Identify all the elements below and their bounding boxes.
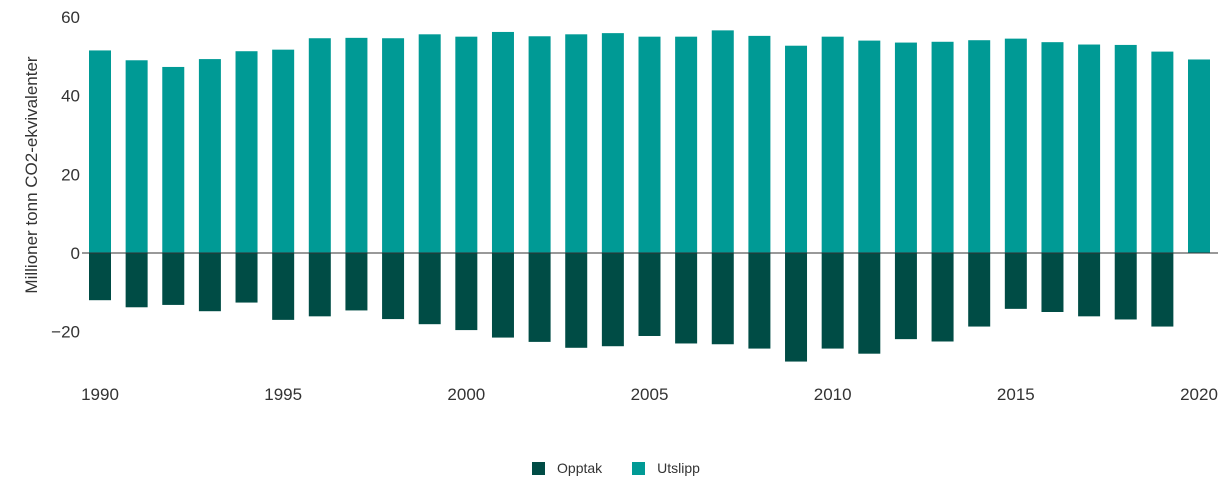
bar-utslipp-1998 xyxy=(382,38,405,253)
x-tick-label: 1995 xyxy=(264,385,302,404)
legend-item-utslipp[interactable]: Utslipp xyxy=(632,460,700,476)
bar-opptak-2009 xyxy=(785,253,808,362)
bar-utslipp-1994 xyxy=(235,51,258,253)
bar-opptak-2001 xyxy=(491,253,514,338)
bar-opptak-1998 xyxy=(382,253,405,320)
bar-utslipp-1990 xyxy=(89,50,111,254)
bar-utslipp-2010 xyxy=(821,36,844,253)
bar-opptak-2002 xyxy=(528,253,551,342)
bar-opptak-1997 xyxy=(345,253,368,311)
y-tick-label: 20 xyxy=(61,165,80,184)
bar-utslipp-1999 xyxy=(418,34,441,254)
legend-label-utslipp: Utslipp xyxy=(657,460,700,476)
bar-opptak-2007 xyxy=(711,253,734,345)
bar-opptak-2013 xyxy=(931,253,954,342)
bar-opptak-2019 xyxy=(1151,253,1174,327)
bar-opptak-2011 xyxy=(858,253,881,354)
bar-opptak-1991 xyxy=(125,253,148,308)
bar-opptak-1995 xyxy=(272,253,295,320)
bar-utslipp-2019 xyxy=(1151,51,1174,253)
legend-item-opptak[interactable]: Opptak xyxy=(532,460,602,476)
bar-utslipp-2002 xyxy=(528,36,551,253)
bar-opptak-2010 xyxy=(821,253,844,349)
bar-utslipp-1991 xyxy=(125,60,148,253)
x-tick-label: 2000 xyxy=(447,385,485,404)
bar-opptak-2000 xyxy=(455,253,478,331)
y-axis: 60 40 20 0 −20 xyxy=(51,8,80,342)
bar-opptak-2017 xyxy=(1078,253,1101,317)
bar-utslipp-2014 xyxy=(968,40,991,254)
bar-utslipp-2004 xyxy=(601,33,624,253)
bar-opptak-2004 xyxy=(601,253,624,347)
bar-opptak-2006 xyxy=(675,253,698,344)
legend-swatch-opptak xyxy=(532,461,546,475)
bar-utslipp-2005 xyxy=(638,36,661,253)
x-tick-label: 2020 xyxy=(1180,385,1218,404)
bar-opptak-2016 xyxy=(1041,253,1064,312)
bar-utslipp-2007 xyxy=(711,30,734,254)
bar-utslipp-2000 xyxy=(455,36,478,253)
bar-opptak-2015 xyxy=(1004,253,1027,309)
bar-opptak-2005 xyxy=(638,253,661,336)
x-tick-label: 2005 xyxy=(631,385,669,404)
bar-utslipp-2017 xyxy=(1078,44,1101,253)
bar-utslipp-1997 xyxy=(345,37,368,253)
bar-utslipp-2018 xyxy=(1114,44,1137,254)
bar-utslipp-2008 xyxy=(748,35,771,253)
x-tick-label: 2010 xyxy=(814,385,852,404)
y-tick-label: 0 xyxy=(71,244,80,263)
bar-utslipp-1993 xyxy=(198,59,221,254)
bar-utslipp-2016 xyxy=(1041,42,1064,253)
bar-utslipp-2015 xyxy=(1004,38,1027,253)
y-tick-label: −20 xyxy=(51,323,80,342)
bar-opptak-1993 xyxy=(198,253,221,312)
y-axis-label: Millioner tonn CO2-ekvivalenter xyxy=(22,56,41,293)
bar-utslipp-2012 xyxy=(894,42,917,253)
x-axis: 1990 1995 2000 2005 2010 2015 2020 xyxy=(81,385,1218,404)
bars xyxy=(89,30,1210,362)
bar-utslipp-2011 xyxy=(858,40,881,253)
bar-opptak-2003 xyxy=(565,253,588,348)
bar-opptak-2008 xyxy=(748,253,771,349)
bar-utslipp-1995 xyxy=(272,49,295,254)
x-tick-label: 2015 xyxy=(997,385,1035,404)
bar-opptak-1996 xyxy=(308,253,331,317)
bar-chart: Millioner tonn CO2-ekvivalenter 60 40 20 0 −… xyxy=(22,8,1218,404)
bar-utslipp-2013 xyxy=(931,41,954,253)
bar-opptak-1992 xyxy=(162,253,185,305)
bar-utslipp-2020 xyxy=(1188,59,1210,254)
legend-label-opptak: Opptak xyxy=(557,460,603,476)
bar-opptak-1999 xyxy=(418,253,441,325)
bar-utslipp-1996 xyxy=(308,38,331,253)
bar-opptak-2012 xyxy=(894,253,917,340)
bar-opptak-1990 xyxy=(89,253,111,301)
bar-opptak-1994 xyxy=(235,253,258,303)
bar-utslipp-2003 xyxy=(565,34,588,254)
y-tick-label: 40 xyxy=(61,87,80,106)
legend: Opptak Utslipp xyxy=(0,460,1232,476)
y-tick-label: 60 xyxy=(61,8,80,27)
bar-utslipp-2001 xyxy=(491,31,514,254)
legend-swatch-utslipp xyxy=(632,461,646,475)
x-tick-label: 1990 xyxy=(81,385,119,404)
bar-utslipp-1992 xyxy=(162,66,185,253)
bar-utslipp-2009 xyxy=(785,45,808,254)
bar-opptak-2018 xyxy=(1114,253,1137,320)
bar-utslipp-2006 xyxy=(675,36,698,253)
bar-opptak-2014 xyxy=(968,253,991,327)
